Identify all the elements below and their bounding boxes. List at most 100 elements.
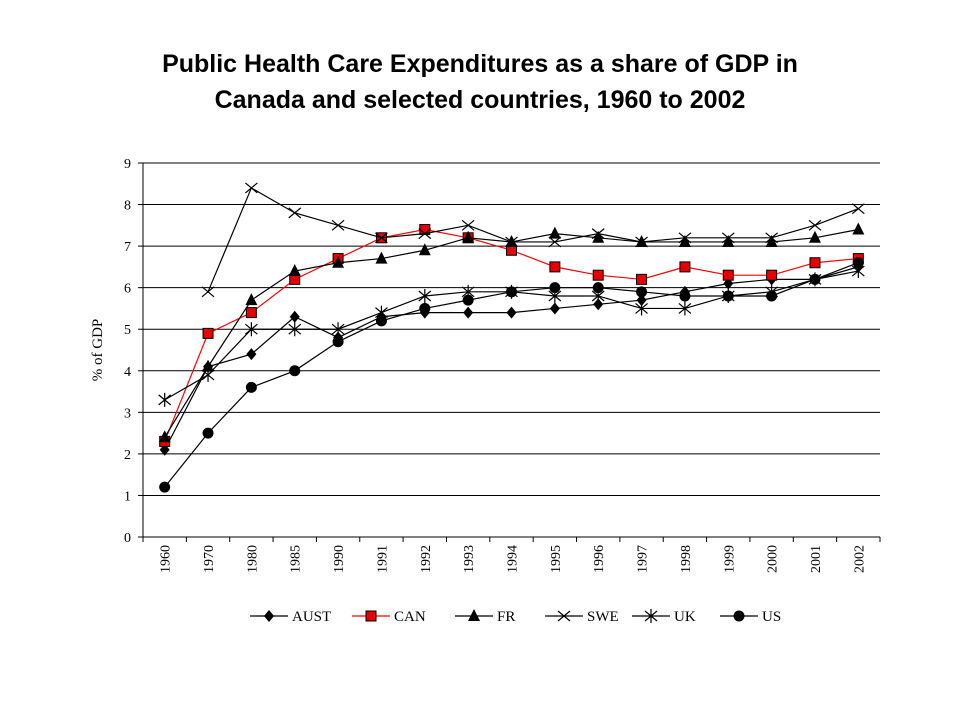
- point-us-1993: [462, 294, 474, 306]
- x-tick-label-1991: 1991: [375, 545, 390, 573]
- legend-marker-fr: [468, 609, 480, 621]
- point-swe-1998: [678, 232, 692, 244]
- point-uk-1997: [635, 301, 648, 316]
- point-swe-2002: [851, 203, 865, 215]
- point-uk-1998: [678, 301, 692, 316]
- chart-title-line-2: Canada and selected countries, 1960 to 2…: [214, 86, 746, 114]
- point-can-1970: [202, 327, 214, 339]
- line-fr: [164, 228, 859, 438]
- point-can-1995: [549, 261, 561, 273]
- point-fr-1995: [548, 226, 561, 239]
- y-tick-label-4: 4: [124, 365, 131, 380]
- y-tick-label-2: 2: [124, 448, 131, 463]
- point-aust-1993: [463, 306, 474, 319]
- point-aust-1994: [506, 306, 517, 319]
- legend-label-uk: UK: [674, 609, 696, 625]
- point-swe-1997: [635, 236, 648, 248]
- legend-marker-uk: [644, 609, 658, 623]
- legend-item-uk: UK: [632, 609, 696, 625]
- point-uk-1970: [201, 367, 215, 382]
- x-tick-label-1997: 1997: [636, 545, 651, 573]
- point-fr-2002: [852, 222, 865, 235]
- point-us-2002: [852, 257, 864, 269]
- y-tick-label-0: 0: [124, 531, 131, 546]
- point-fr-1990: [332, 255, 345, 268]
- legend-item-aust: AUST: [250, 609, 331, 625]
- point-us-1980: [245, 381, 257, 393]
- point-us-1991: [375, 315, 387, 327]
- point-aust-1997: [636, 294, 647, 307]
- legend-label-us: US: [762, 609, 781, 625]
- x-tick-label-1960: 1960: [159, 545, 174, 573]
- point-can-1996: [592, 269, 604, 281]
- point-fr-1996: [592, 230, 605, 243]
- point-fr-1999: [722, 234, 735, 247]
- y-tick-label-9: 9: [124, 157, 131, 172]
- legend-label-fr: FR: [497, 609, 515, 625]
- y-tick-label-7: 7: [124, 240, 131, 255]
- point-us-1997: [636, 286, 648, 298]
- y-tick-label-6: 6: [124, 282, 131, 297]
- point-us-1990: [332, 336, 344, 348]
- series-lines: [158, 182, 865, 493]
- point-swe-1990: [331, 219, 345, 231]
- point-uk-1990: [331, 322, 345, 337]
- point-swe-2001: [808, 219, 822, 231]
- point-us-1960: [159, 481, 171, 493]
- x-tick-label-1996: 1996: [592, 545, 607, 573]
- legend-item-us: US: [720, 609, 781, 625]
- point-swe-1970: [201, 286, 215, 298]
- series-uk: [158, 264, 865, 407]
- point-us-1996: [592, 282, 604, 294]
- point-us-1994: [506, 286, 517, 298]
- point-fr-1980: [245, 293, 258, 306]
- series-can: [159, 223, 864, 447]
- y-axis-label: % of GDP: [90, 319, 106, 382]
- x-tick-label-1970: 1970: [202, 545, 217, 573]
- legend-marker-swe: [557, 610, 571, 622]
- y-tick-label-5: 5: [124, 323, 131, 338]
- point-fr-1970: [202, 359, 215, 372]
- chart-title: Public Health Care Expenditures as a sha…: [0, 46, 960, 118]
- x-tick-labels: 1960 1970 1980 1985 1990 1991 1992 1993 1994 1995…: [159, 545, 868, 573]
- legend-label-can: CAN: [394, 609, 426, 625]
- x-tick-label-1999: 1999: [722, 545, 737, 573]
- point-us-2001: [809, 273, 821, 285]
- point-us-1998: [679, 290, 691, 302]
- point-swe-1991: [375, 232, 388, 244]
- y-tick-label-3: 3: [124, 406, 131, 421]
- point-us-1999: [722, 290, 734, 302]
- point-us-1970: [202, 427, 214, 439]
- point-fr-1998: [678, 234, 691, 247]
- legend-item-can: CAN: [352, 609, 426, 625]
- line-swe: [207, 187, 859, 293]
- x-tick-label-1980: 1980: [245, 545, 260, 573]
- x-tick-label-1998: 1998: [679, 545, 694, 573]
- point-swe-2000: [765, 232, 779, 244]
- y-tick-label-8: 8: [124, 199, 131, 214]
- point-us-1992: [419, 302, 431, 314]
- legend-label-aust: AUST: [292, 609, 331, 625]
- x-tick-label-1985: 1985: [289, 545, 304, 573]
- chart-title-line-1: Public Health Care Expenditures as a sha…: [162, 50, 798, 78]
- legend: AUST CAN FR SWE UK US: [250, 609, 781, 625]
- x-tick-label-1993: 1993: [462, 545, 477, 573]
- point-aust-1995: [549, 302, 560, 315]
- x-tick-label-2001: 2001: [809, 545, 824, 573]
- legend-marker-can: [365, 610, 377, 622]
- point-swe-1999: [721, 232, 735, 244]
- legend-label-swe: SWE: [587, 609, 619, 625]
- point-fr-1993: [462, 230, 475, 243]
- point-fr-1992: [418, 243, 431, 256]
- line-can: [164, 228, 859, 442]
- point-uk-1992: [418, 288, 432, 303]
- y-tick-labels: 0 1 2 3 4 5 6 7 8 9: [124, 157, 131, 546]
- point-can-1997: [636, 273, 648, 285]
- point-swe-1980: [244, 182, 258, 194]
- series-us: [159, 257, 864, 493]
- x-tick-label-1990: 1990: [332, 545, 347, 573]
- point-us-1995: [549, 282, 561, 294]
- point-can-2001: [809, 257, 821, 269]
- point-us-1985: [289, 365, 301, 377]
